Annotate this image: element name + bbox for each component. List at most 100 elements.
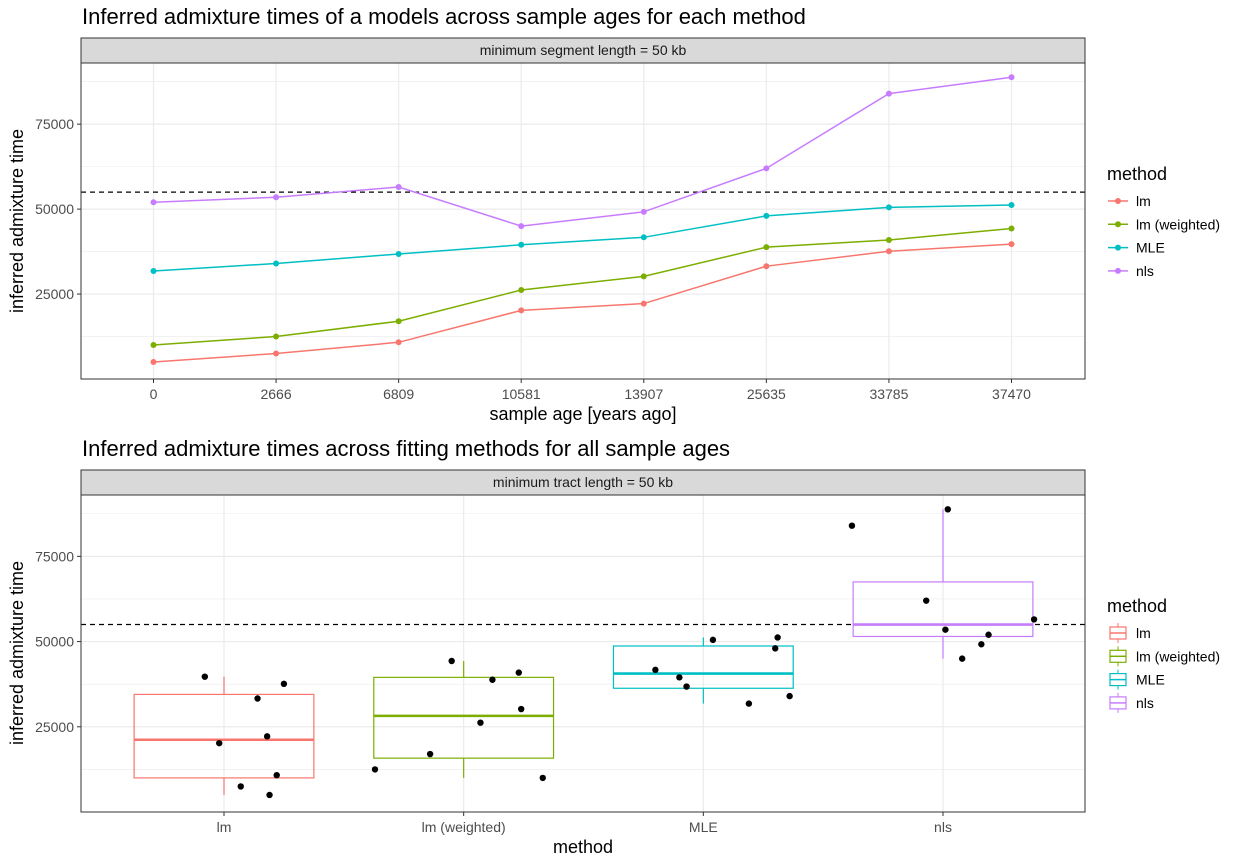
y-axis-title: inferred admixture time <box>7 561 27 745</box>
line-chart-panel: Inferred admixture times of a models acr… <box>7 4 1220 424</box>
facet-strip-label: minimum segment length = 50 kb <box>480 42 687 58</box>
data-point <box>1030 616 1038 623</box>
legend-key-point <box>1115 221 1121 228</box>
data-point <box>273 350 280 357</box>
x-tick-label: lm <box>217 819 232 835</box>
box-mle <box>612 645 794 689</box>
legend-title: method <box>1107 164 1167 184</box>
x-tick-label: 13907 <box>624 386 663 402</box>
series-line-lm-weighted- <box>153 227 1012 346</box>
x-tick-label: 25635 <box>747 386 786 402</box>
data-point <box>518 223 525 230</box>
data-point <box>426 750 434 758</box>
points-group <box>201 506 1038 799</box>
facet-strip <box>80 469 1086 496</box>
data-point <box>885 248 892 255</box>
data-point <box>515 669 522 676</box>
data-point <box>763 212 770 219</box>
data-point <box>216 739 223 747</box>
legend-label: lm <box>1136 625 1151 641</box>
panel-border <box>80 494 1086 813</box>
facet-strip <box>80 37 1086 64</box>
data-point <box>518 307 525 314</box>
data-point <box>923 597 930 604</box>
legend-key-point <box>1115 244 1121 251</box>
data-point <box>885 204 892 211</box>
data-point <box>763 244 770 251</box>
data-point <box>944 506 951 513</box>
legend-label: lm <box>1136 193 1151 209</box>
data-point <box>273 771 280 779</box>
data-point <box>763 263 770 270</box>
boxes-group <box>133 509 1034 795</box>
legend-label: nls <box>1136 263 1154 279</box>
data-point <box>517 705 525 713</box>
data-point <box>150 199 157 206</box>
data-point <box>150 359 157 366</box>
data-point <box>266 791 273 799</box>
data-point <box>640 300 647 307</box>
box-plot-panel: Inferred admixture times across fitting … <box>7 436 1220 857</box>
legend-label: lm (weighted) <box>1136 648 1220 664</box>
data-point <box>448 657 455 665</box>
data-point <box>280 680 288 688</box>
data-point <box>772 645 779 652</box>
tick-labels: 25000 50000 75000 0 2666 6809 10581 13907 25635 3… <box>35 116 1031 402</box>
data-point <box>254 695 261 702</box>
x-tick-label: 33785 <box>869 386 908 402</box>
data-point <box>518 286 525 293</box>
x-tick-label: 6809 <box>383 386 414 402</box>
tick-labels: 25000 50000 75000 lm lm (weighted) MLE nls <box>35 548 952 835</box>
x-tick-label: 2666 <box>260 386 291 402</box>
data-point <box>978 641 985 648</box>
data-point <box>745 700 753 707</box>
panel-border <box>80 62 1086 380</box>
data-point <box>985 631 992 638</box>
data-point <box>1008 74 1015 81</box>
data-point <box>885 237 892 244</box>
grid <box>81 495 1085 812</box>
data-point <box>1008 225 1015 232</box>
box-plot-title: Inferred admixture times across fitting … <box>82 436 730 461</box>
box-nls <box>852 581 1034 638</box>
data-point <box>395 184 402 191</box>
data-point <box>1008 241 1015 248</box>
data-point <box>683 683 690 690</box>
x-tick-label: lm (weighted) <box>422 819 506 835</box>
series-line-lm <box>153 243 1012 363</box>
legend-key-point <box>1115 267 1121 274</box>
data-point <box>263 733 271 740</box>
data-point <box>477 719 484 726</box>
line-chart-title: Inferred admixture times of a models acr… <box>82 4 806 29</box>
x-axis-title: method <box>553 837 613 857</box>
legend: method lm lm (weighted) MLE nls <box>1107 164 1220 279</box>
legend-key-point <box>1115 198 1121 204</box>
x-tick-label: nls <box>934 819 952 835</box>
x-tick-label: 10581 <box>502 386 541 402</box>
box-lm <box>133 693 315 779</box>
data-point <box>652 666 659 674</box>
data-point <box>640 208 647 215</box>
x-axis-title: sample age [years ago] <box>489 404 676 424</box>
legend-label: nls <box>1136 695 1154 711</box>
data-point <box>237 783 244 790</box>
y-axis-title: inferred admixture time <box>7 129 27 313</box>
series-line-mle <box>153 204 1012 272</box>
data-point <box>676 674 683 681</box>
data-point <box>273 260 280 267</box>
data-point <box>395 339 402 346</box>
data-point <box>150 342 157 349</box>
y-tick-label: 50000 <box>35 201 74 217</box>
data-point <box>273 333 280 340</box>
data-point <box>518 241 525 248</box>
data-point <box>763 165 770 172</box>
data-point <box>395 250 402 257</box>
data-point <box>709 636 717 644</box>
facet-strip-label: minimum tract length = 50 kb <box>493 474 673 490</box>
data-point <box>640 234 647 241</box>
data-point <box>786 692 793 700</box>
x-tick-label: MLE <box>689 819 718 835</box>
data-point <box>958 655 966 662</box>
data-point <box>774 634 781 641</box>
